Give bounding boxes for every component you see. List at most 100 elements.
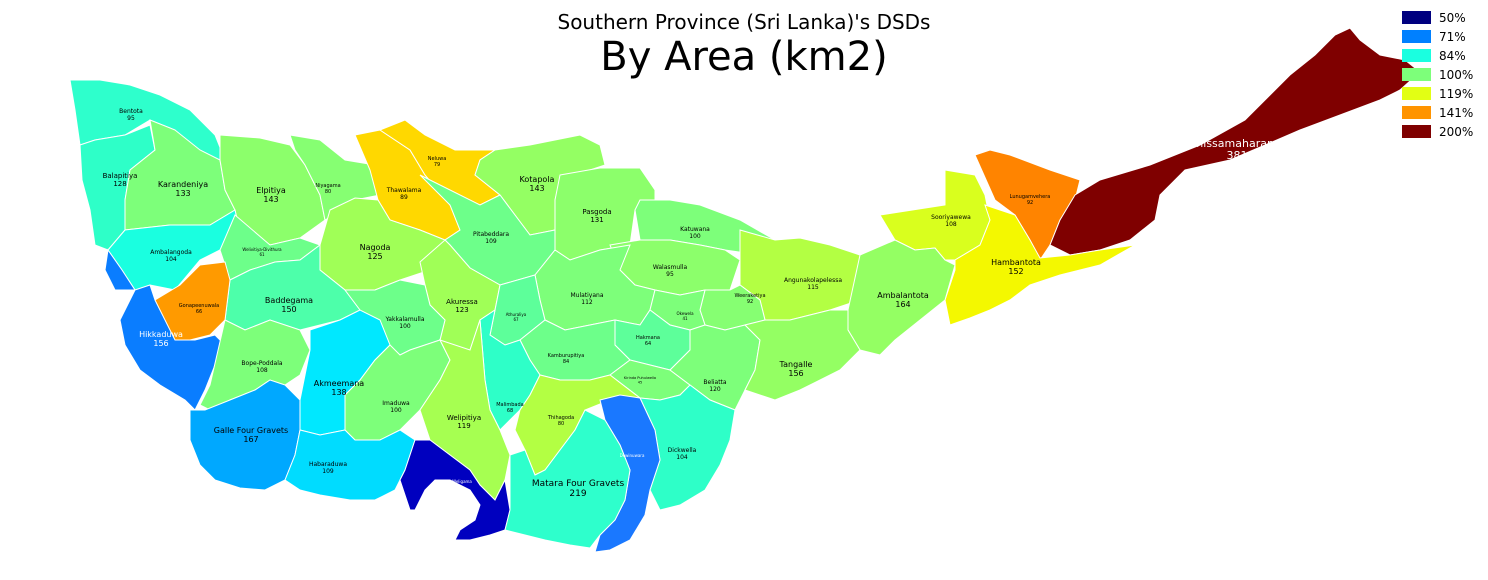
legend-label: 141%: [1439, 105, 1474, 120]
region-hambantota: [944, 204, 1136, 326]
region-name-label: Hikkaduwa: [139, 330, 183, 339]
region-name-label: Athuraliya: [506, 312, 527, 317]
region-thissamaharama: [1049, 27, 1421, 256]
region-value-label: 80: [558, 421, 564, 427]
region-name-label: Welivitiya-Divithura: [242, 247, 282, 252]
legend-item: 84%: [1402, 46, 1486, 65]
region-value-label: 100: [390, 407, 402, 414]
legend-swatch: [1402, 30, 1431, 43]
region-name-label: Yakkalamulla: [384, 316, 424, 323]
region-name-label: Katuwana: [680, 226, 710, 233]
region-name-label: Lunugamvehera: [1010, 194, 1051, 200]
region-name-label: Hambantota: [991, 258, 1041, 267]
region-value-label: 143: [529, 184, 544, 193]
region-value-label: 156: [153, 339, 168, 348]
legend-label: 119%: [1439, 86, 1474, 101]
region-name-label: Imaduwa: [382, 400, 410, 407]
region-name-label: Kotapola: [520, 175, 555, 184]
region-value-label: 67: [513, 317, 519, 322]
region-value-label: 109: [485, 238, 497, 245]
region-value-label: 125: [367, 252, 382, 261]
region-value-label: 112: [581, 299, 593, 306]
region-value-label: 152: [1008, 267, 1023, 276]
region-value-label: 66: [196, 309, 202, 315]
legend-swatch: [1402, 125, 1431, 138]
region-name-label: Neluwa: [428, 156, 447, 162]
region-value-label: 128: [113, 180, 126, 188]
region-name-label: Niyagama: [315, 183, 340, 189]
page-subtitle: By Area (km2): [600, 34, 888, 80]
region-name-label: Bentota: [119, 108, 143, 115]
legend-swatch: [1402, 49, 1431, 62]
region-value-label: 92: [1027, 200, 1033, 206]
region-name-label: Welipitiya: [447, 414, 481, 422]
region-name-label: Matara Four Gravets: [532, 479, 625, 489]
region-name-label: Ambalantota: [877, 291, 929, 300]
region-value-label: 45: [638, 381, 642, 385]
region-name-label: Angunakolapelessa: [784, 277, 842, 284]
region-value-label: 108: [256, 367, 268, 374]
region-value-label: 89: [400, 194, 408, 201]
legend-label: 71%: [1439, 29, 1466, 44]
region-name-label: Habaraduwa: [309, 461, 347, 468]
region-value-label: 156: [788, 369, 803, 378]
legend-item: 200%: [1402, 122, 1486, 141]
region-name-label: Dickwella: [668, 447, 697, 454]
region-name-label: Balapitiya: [103, 172, 138, 180]
legend-item: 141%: [1402, 103, 1486, 122]
region-matara-four-gravets: [504, 409, 631, 549]
region-name-label: Gonapeenuwala: [179, 303, 219, 309]
region-value-label: 92: [747, 299, 753, 305]
region-value-label: 143: [263, 195, 278, 204]
region-value-label: 41: [682, 316, 688, 321]
region-name-label: Thissamaharama: [1189, 137, 1285, 150]
region-name-label: Pasgoda: [582, 208, 611, 216]
region-name-label: Nagoda: [360, 243, 391, 252]
region-name-label: Thawalama: [386, 187, 422, 194]
region-value-label: 61: [259, 252, 265, 257]
region-name-label: Kamburupitiya: [548, 353, 585, 359]
legend-label: 200%: [1439, 124, 1474, 139]
region-name-label: Weligama: [452, 479, 472, 484]
region-name-label: Okewela: [676, 311, 694, 316]
region-tangalle: [744, 309, 861, 401]
legend-label: 50%: [1439, 10, 1466, 25]
region-name-label: Hakmana: [636, 335, 660, 341]
region-name-label: Ambalangoda: [150, 249, 192, 256]
region-name-label: Bope-Poddala: [241, 360, 282, 367]
region-name-label: Pitabeddara: [473, 231, 509, 238]
region-value-label: 95: [666, 271, 674, 278]
legend-swatch: [1402, 87, 1431, 100]
region-name-label: Elpitiya: [256, 186, 286, 195]
region-name-label: Malimbada: [496, 402, 524, 408]
region-name-label: Sooriyawewa: [931, 214, 971, 221]
region-value-label: 100: [689, 233, 701, 240]
region-value-label: 164: [895, 300, 910, 309]
region-habaraduwa: [284, 429, 416, 501]
region-value-label: 104: [165, 256, 177, 263]
legend-swatch: [1402, 68, 1431, 81]
region-name-label: Kirinda Puhulwella: [624, 376, 656, 380]
region-weligama: [399, 439, 511, 541]
region-name-label: Beliatta: [703, 379, 727, 386]
region-name-label: Thihagoda: [547, 415, 574, 421]
region-value-label: 119: [457, 422, 470, 430]
region-value-label: 131: [590, 216, 603, 224]
region-value-label: 109: [322, 468, 334, 475]
region-value-label: 84: [563, 359, 569, 365]
legend-item: 100%: [1402, 65, 1486, 84]
regions-layer: [69, 27, 1421, 553]
legend-label: 84%: [1439, 48, 1466, 63]
region-value-label: 120: [709, 386, 721, 393]
region-value-label: 100: [399, 323, 411, 330]
legend-label: 100%: [1439, 67, 1474, 82]
region-value-label: 133: [175, 189, 190, 198]
region-name-label: Karandeniya: [158, 180, 208, 189]
region-name-label: Galle Four Gravets: [214, 426, 288, 435]
region-value-label: 115: [807, 284, 819, 291]
region-name-label: Tangalle: [779, 360, 813, 369]
region-name-label: Akuressa: [446, 298, 478, 306]
region-name-label: Akmeemana: [314, 379, 365, 388]
legend-item: 119%: [1402, 84, 1486, 103]
region-value-label: 80: [325, 189, 331, 195]
